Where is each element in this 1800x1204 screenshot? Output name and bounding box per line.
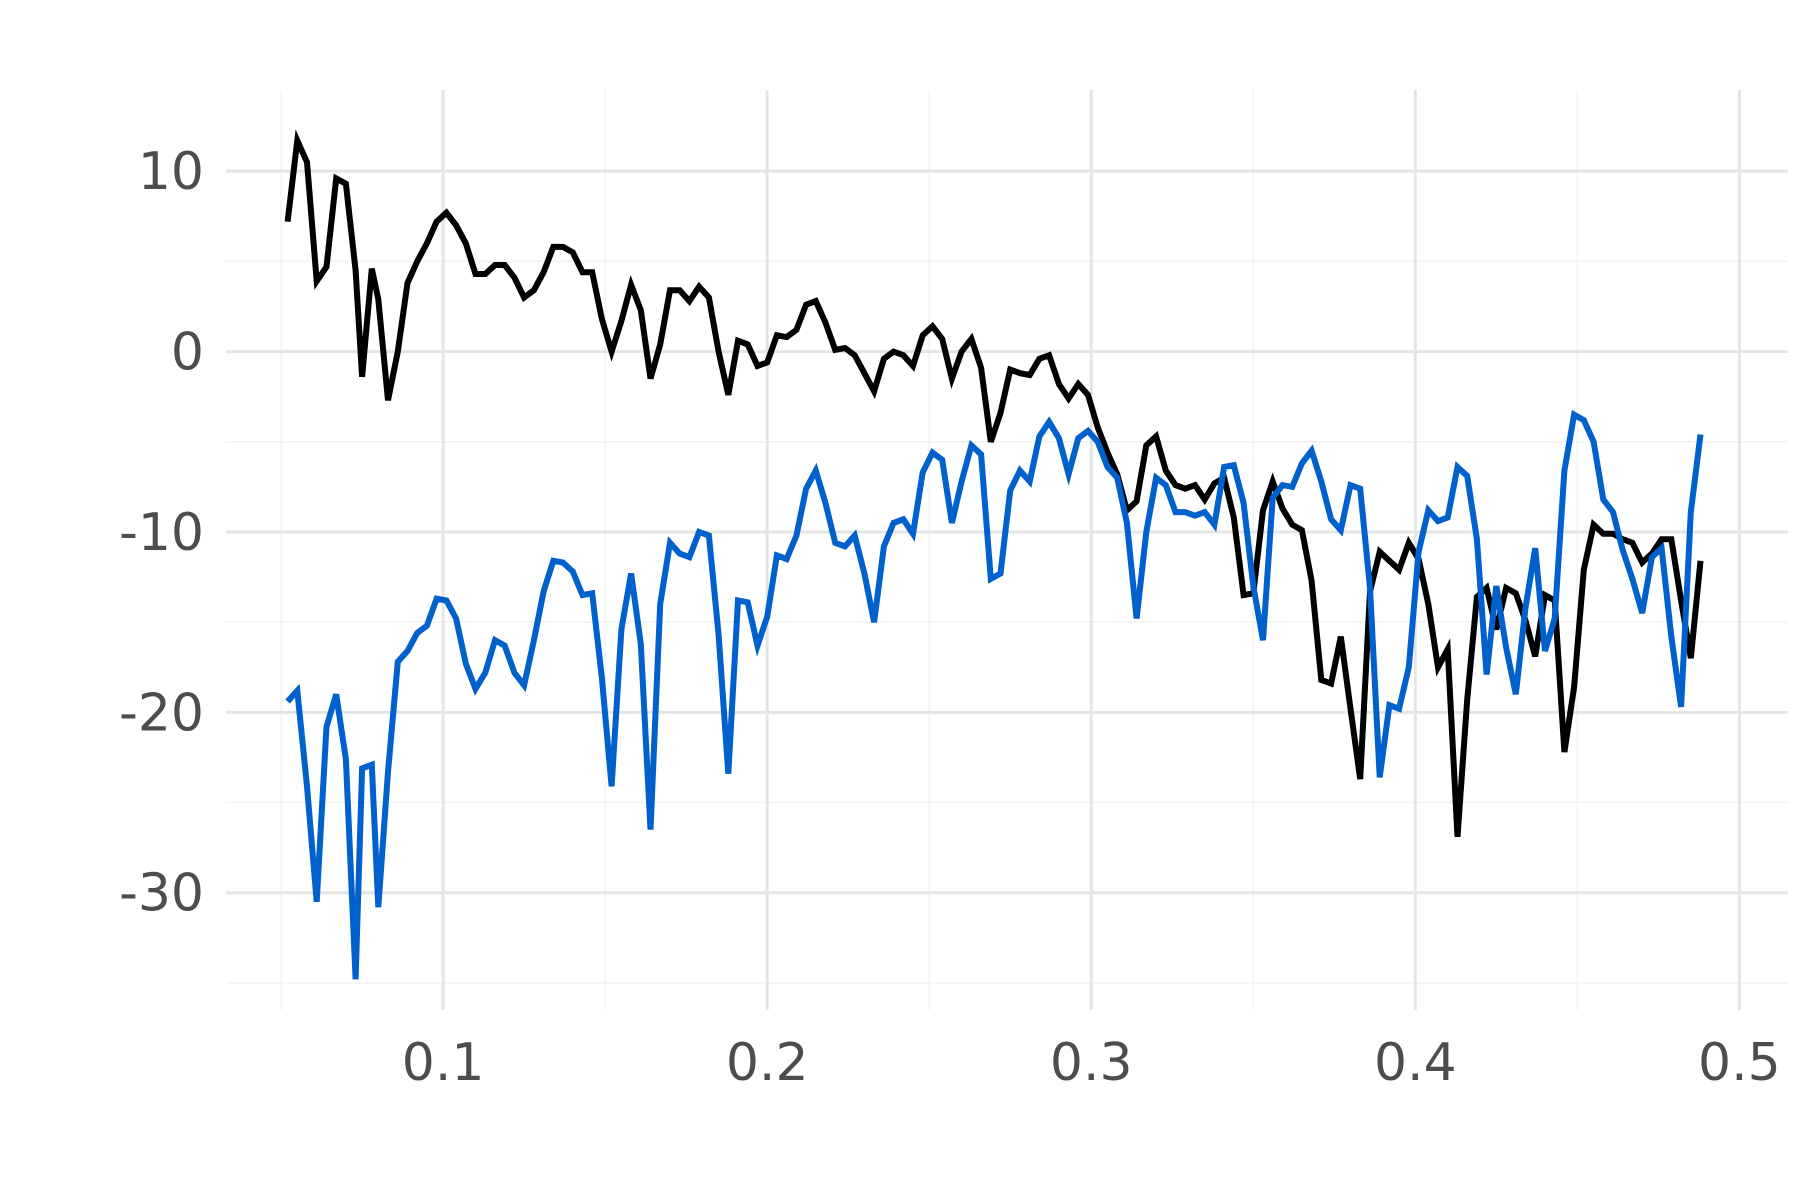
x-tick-label: 0.2: [726, 1033, 809, 1093]
x-tick-label: 0.4: [1374, 1033, 1457, 1093]
y-axis-tick-labels: 10 0 -10 -20 -30: [119, 142, 204, 924]
y-tick-label: -30: [119, 864, 204, 924]
y-tick-label: -20: [119, 683, 204, 743]
x-tick-label: 0.1: [402, 1033, 485, 1093]
series-layer: [284, 129, 1704, 980]
y-tick-label: -10: [119, 503, 204, 563]
x-tick-label: 0.3: [1050, 1033, 1133, 1093]
minor-grid: [226, 90, 1788, 1010]
series-line-2: [285, 410, 1704, 980]
y-tick-label: 10: [138, 142, 204, 202]
y-tick-label: 0: [171, 323, 204, 383]
x-axis-tick-labels: 0.1 0.2 0.3 0.4 0.5: [402, 1033, 1781, 1093]
series-line-1: [284, 129, 1704, 838]
x-tick-label: 0.5: [1698, 1033, 1781, 1093]
